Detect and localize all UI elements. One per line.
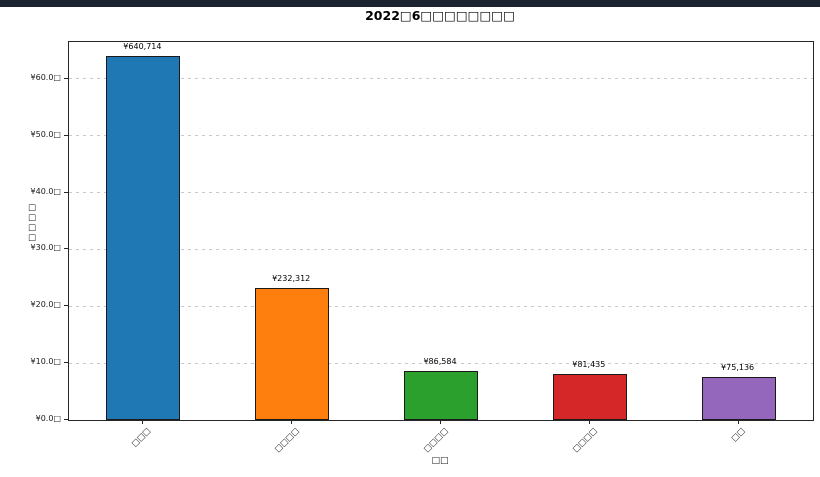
bar-4 [552,373,627,420]
bar-3 [404,370,478,420]
y-tick-label: ¥60.0□ [30,72,61,82]
y-tick-label: ¥40.0□ [30,186,61,196]
window-accent-bar [0,0,820,7]
x-category-label: □□□□ [272,426,301,454]
chart-title: 2022□6□□□□□□□□ [365,8,515,23]
x-axis-label: □□ [431,456,449,466]
y-gridline [69,135,813,137]
x-category-label: □□□□ [421,426,450,454]
y-gridline [69,248,813,250]
plot-area [68,41,814,421]
y-gridline [69,305,813,307]
bar-5 [701,377,776,420]
bar-2 [255,287,330,420]
y-axis-label: □□□□ [27,203,37,243]
y-tick-label: ¥0.0□ [35,414,61,423]
y-tick-label: ¥50.0□ [30,129,61,139]
y-gridline [69,78,813,80]
y-tick-label: ¥10.0□ [30,357,61,367]
x-category-label: □□ [729,426,747,444]
y-gridline [69,362,813,364]
x-category-label: □□□ [129,426,152,449]
y-gridline [69,192,813,194]
x-category-label: □□□□ [570,426,599,454]
bar-1 [106,55,181,420]
y-tick-label: ¥20.0□ [30,300,61,310]
y-tick-label: ¥30.0□ [30,243,61,253]
